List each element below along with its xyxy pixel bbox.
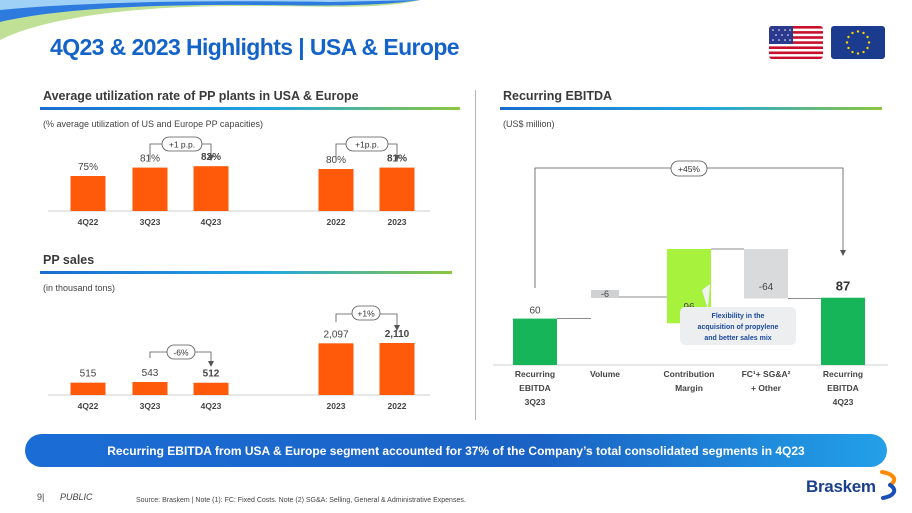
utilization-subtitle: (% average utilization of US and Europe … xyxy=(43,119,263,129)
sales-bar-4Q22 xyxy=(70,382,106,395)
ebitda-value-label: -6 xyxy=(601,289,609,299)
sales-bar-4Q23 xyxy=(193,382,229,395)
sales-title: PP sales xyxy=(43,253,95,267)
eu-star-icon xyxy=(856,30,860,33)
utilization-year-delta-annotation: +1p.p. xyxy=(335,136,400,161)
ebitda-bar-3 xyxy=(744,249,788,299)
utilization-bar-3Q23 xyxy=(132,167,168,211)
ebitda-note-line-1: Flexibility in the xyxy=(712,313,765,320)
eu-flag-icon xyxy=(831,26,885,59)
utilization-title-rule xyxy=(40,107,460,110)
ebitda-delta: +45% xyxy=(678,164,700,174)
utilization-tick-label: 2022 xyxy=(327,217,346,227)
sales-bar-3Q23 xyxy=(132,382,168,395)
utilization-bar-2023 xyxy=(379,167,415,211)
utilization-value-label: 75% xyxy=(78,162,98,173)
ebitda-title: Recurring EBITDA xyxy=(503,89,613,103)
eu-star-icon xyxy=(847,46,850,50)
utilization-quarter-delta-annotation: +1 p.p. xyxy=(149,136,214,161)
ebitda-value-label: 60 xyxy=(529,306,541,317)
eu-star-icon xyxy=(856,52,860,55)
ebitda-tick-label: EBITDA xyxy=(519,383,551,393)
braskem-logo-mark-icon xyxy=(880,470,897,500)
classification-label: PUBLIC xyxy=(60,492,93,502)
source-note: Source: Braskem | Note (1): FC: Fixed Co… xyxy=(136,497,466,504)
ebitda-tick-label: EBITDA xyxy=(827,383,859,393)
ebitda-tick-label: Margin xyxy=(675,383,703,393)
summary-banner: Recurring EBITDA from USA & Europe segme… xyxy=(25,434,887,467)
page-title: 4Q23 & 2023 Highlights | USA & Europe xyxy=(50,34,460,60)
utilization-year-delta: +1p.p. xyxy=(355,140,379,150)
ebitda-tick-label: FC¹+ SG&A² xyxy=(742,369,791,379)
sales-title-rule xyxy=(40,271,452,274)
eu-star-icon xyxy=(866,46,869,50)
ebitda-bar-0 xyxy=(513,318,557,365)
eu-star-icon xyxy=(866,35,869,39)
utilization-tick-label: 4Q22 xyxy=(78,217,99,227)
ebitda-bar-1 xyxy=(591,290,619,298)
ebitda-tick-label: + Other xyxy=(751,383,782,393)
sales-tick-label: 2023 xyxy=(327,401,346,411)
utilization-bar-4Q22 xyxy=(70,176,106,211)
sales-quarter-delta: -6% xyxy=(173,348,189,358)
ebitda-note-callout: Flexibility in the acquisition of propyl… xyxy=(680,284,796,345)
sales-year-delta-annotation: +1% xyxy=(335,305,400,331)
utilization-quarter-delta: +1 p.p. xyxy=(169,140,195,150)
sales-tick-label: 4Q22 xyxy=(78,401,99,411)
utilization-tick-label: 2023 xyxy=(388,217,407,227)
header-wave-decoration xyxy=(0,0,420,40)
utilization-bar-2022 xyxy=(318,169,354,211)
ebitda-tick-label: 4Q23 xyxy=(833,397,854,407)
sales-tick-label: 4Q23 xyxy=(201,401,222,411)
ebitda-value-label: -64 xyxy=(759,282,774,293)
ebitda-subtitle: (US$ million) xyxy=(503,119,555,129)
sales-value-label: 543 xyxy=(142,368,159,379)
eu-star-icon xyxy=(845,41,849,44)
sales-year-delta: +1% xyxy=(357,309,375,319)
ebitda-bar-4 xyxy=(821,297,865,365)
page-number: 9| xyxy=(37,492,45,502)
eu-star-icon xyxy=(851,31,854,35)
sales-tick-label: 2022 xyxy=(388,401,407,411)
ebitda-title-rule xyxy=(500,107,882,110)
ebitda-note-line-3: and better sales mix xyxy=(704,335,771,342)
sales-bar-2023 xyxy=(318,343,354,395)
braskem-logo: Braskem xyxy=(806,477,876,496)
ebitda-waterfall-chart: 60RecurringEBITDA3Q23-6Volume96Contribut… xyxy=(493,160,888,407)
ebitda-tick-label: Recurring xyxy=(515,369,555,379)
utilization-tick-label: 3Q23 xyxy=(140,217,161,227)
us-flag-icon xyxy=(769,26,823,59)
eu-star-icon xyxy=(851,50,854,54)
utilization-tick-label: 4Q23 xyxy=(201,217,222,227)
eu-star-icon xyxy=(847,35,850,39)
ebitda-tick-label: 3Q23 xyxy=(525,397,546,407)
sales-value-label: 512 xyxy=(203,369,220,380)
ebitda-value-label: 87 xyxy=(836,279,850,294)
sales-value-label: 515 xyxy=(80,369,97,380)
sales-chart: 5154Q225433Q235124Q232,09720232,1102022 … xyxy=(48,305,430,411)
ebitda-tick-label: Volume xyxy=(590,369,620,379)
utilization-value-label: 80% xyxy=(326,155,346,166)
ebitda-note-line-2: acquisition of propylene xyxy=(698,324,779,331)
sales-value-label: 2,097 xyxy=(323,329,348,340)
eu-star-icon xyxy=(862,31,865,35)
utilization-title: Average utilization rate of PP plants in… xyxy=(43,89,359,103)
ebitda-delta-annotation: +45% xyxy=(534,160,846,288)
utilization-bar-4Q23 xyxy=(193,166,229,211)
sales-bar-2022 xyxy=(379,343,415,395)
sales-subtitle: (in thousand tons) xyxy=(43,283,116,293)
section-divider xyxy=(475,90,476,420)
sales-value-label: 2,110 xyxy=(385,329,410,340)
ebitda-tick-label: Recurring xyxy=(823,369,863,379)
ebitda-tick-label: Contribution xyxy=(664,369,715,379)
eu-star-icon xyxy=(867,41,871,44)
eu-star-icon xyxy=(862,50,865,54)
sales-quarter-delta-annotation: -6% xyxy=(149,344,214,367)
sales-tick-label: 3Q23 xyxy=(140,401,161,411)
